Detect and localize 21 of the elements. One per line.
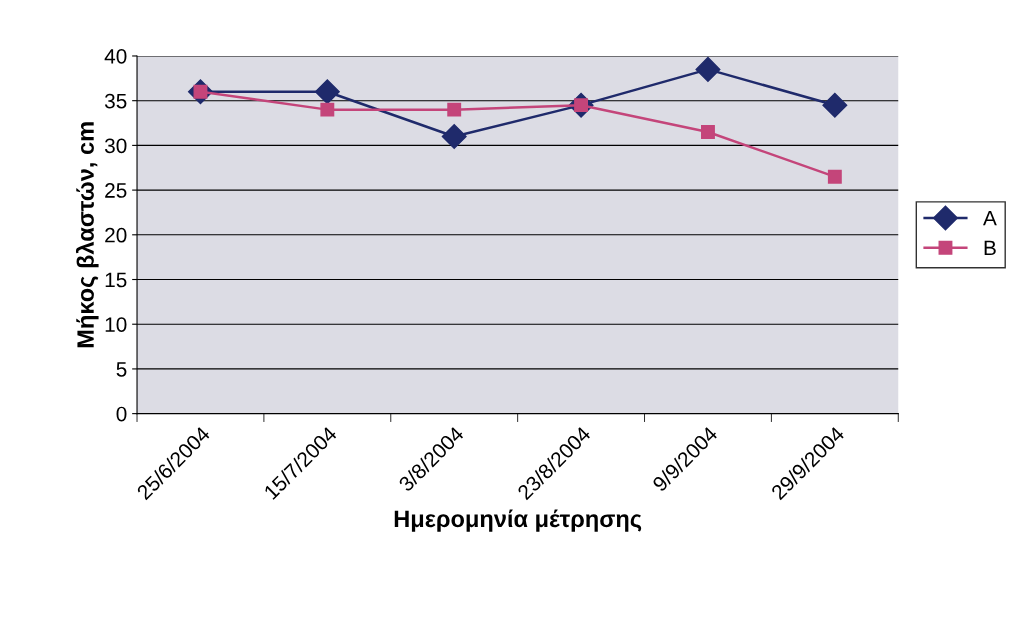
y-tick-label: 15: [105, 272, 127, 288]
point: [701, 125, 715, 139]
y-tick-label: 35: [104, 93, 127, 109]
x-axis-title: Ημερομηνία μέτρησης: [394, 509, 642, 532]
point: [314, 79, 340, 105]
point: [320, 102, 335, 117]
point: [822, 92, 848, 118]
y-tick-label: 10: [105, 317, 127, 332]
point: [827, 169, 842, 184]
y-tick-label: 0: [116, 406, 127, 422]
y-tick-label: 40: [104, 48, 127, 64]
legend-label: A: [983, 210, 997, 226]
point: [695, 56, 721, 82]
legend-label: B: [984, 240, 996, 256]
y-tick-label: 5: [116, 362, 127, 377]
y-tick-label: 30: [104, 138, 127, 154]
point: [441, 123, 467, 149]
point: [447, 102, 462, 117]
y-axis-title: Μήκος βλαστών, cm: [75, 122, 99, 348]
y-tick-label: 25: [105, 183, 127, 198]
y-tick-label: 20: [105, 227, 127, 243]
